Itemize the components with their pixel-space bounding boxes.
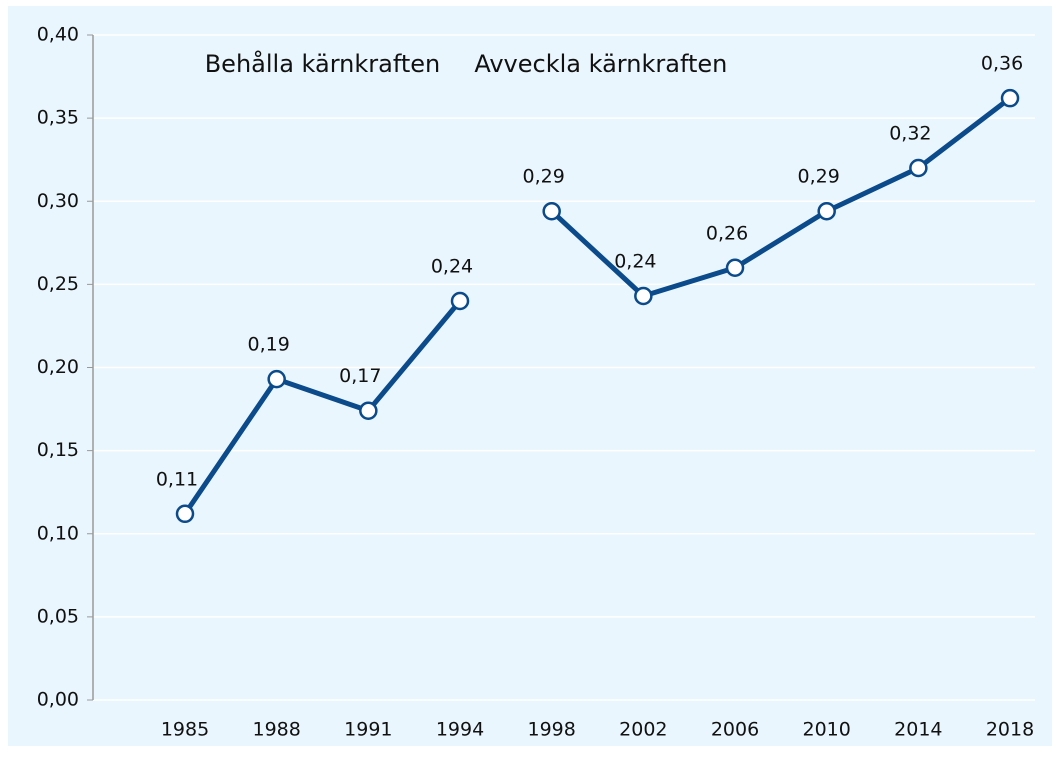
data-point [725, 258, 745, 277]
x-tick-label: 2002 [619, 719, 667, 741]
data-point [267, 369, 286, 389]
x-tick-label: 1985 [161, 719, 209, 741]
data-label: 0,32 [889, 123, 931, 145]
y-tick-label: 0,40 [37, 24, 79, 46]
x-tick-label: 2010 [803, 719, 851, 741]
data-label: 0,17 [339, 365, 381, 387]
data-point [450, 291, 470, 311]
data-label: 0,11 [156, 468, 198, 490]
x-tick-label: 1991 [344, 719, 392, 741]
data-label: 0,29 [523, 166, 565, 188]
y-tick-label: 0,25 [37, 273, 79, 295]
x-tick-label: 2006 [711, 719, 759, 741]
data-label: 0,29 [798, 166, 840, 188]
y-tick-label: 0,20 [37, 356, 79, 378]
x-tick-label: 2018 [986, 719, 1034, 741]
x-tick-label: 1998 [528, 719, 576, 741]
data-label: 0,26 [706, 222, 748, 244]
x-tick-label: 1994 [436, 719, 484, 741]
data-point [359, 401, 378, 420]
data-point [634, 286, 653, 306]
data-label: 0,24 [431, 256, 473, 278]
y-tick-label: 0,30 [37, 190, 79, 212]
data-point [817, 201, 836, 221]
y-tick-label: 0,15 [37, 439, 79, 461]
y-tick-label: 0,05 [37, 605, 79, 627]
data-point [542, 201, 561, 221]
series-line [182, 299, 462, 516]
y-tick-label: 0,10 [37, 522, 79, 544]
series-line [549, 96, 1012, 299]
x-tick-label: 1988 [252, 719, 300, 741]
data-point [1000, 88, 1020, 108]
series-label: Behålla kärnkraften [205, 49, 441, 78]
data-point [909, 158, 928, 178]
data-label: 0,36 [981, 53, 1023, 75]
data-point [175, 504, 195, 524]
chart-background [8, 6, 1052, 746]
y-tick-label: 0,35 [37, 107, 79, 129]
data-label: 0,19 [248, 334, 290, 356]
x-tick-label: 2014 [894, 719, 942, 741]
data-label: 0,24 [614, 251, 656, 273]
series-label: Avveckla kärnkraften [474, 50, 727, 78]
y-tick-label: 0,00 [37, 689, 79, 711]
